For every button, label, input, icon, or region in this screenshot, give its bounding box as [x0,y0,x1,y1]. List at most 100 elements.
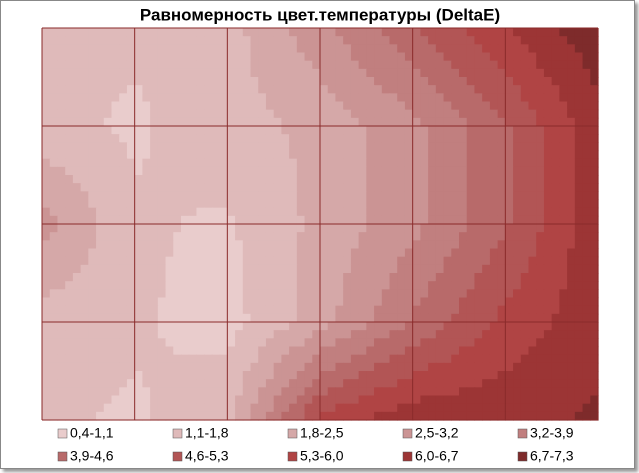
contour-cell [296,305,306,315]
contour-cell [574,166,584,176]
contour-cell [536,240,545,250]
contour-cell [420,207,429,217]
contour-cell [466,36,476,45]
contour-cell [157,256,167,266]
contour-cell [381,28,391,37]
contour-cell [57,403,66,413]
contour-cell [312,109,321,119]
contour-cell [451,346,460,356]
contour-cell [296,93,306,103]
contour-cell [235,158,244,168]
contour-cell [211,289,221,299]
contour-cell [482,28,491,37]
contour-cell [65,36,74,45]
contour-cell [173,305,182,315]
contour-cell [543,142,553,152]
contour-cell [381,60,391,70]
contour-cell [497,150,506,160]
contour-cell [528,60,537,70]
contour-cell [227,134,236,143]
contour-cell [358,232,367,241]
contour-cell [134,395,143,405]
contour-cell [435,313,445,323]
contour-cell [96,338,105,348]
contour-cell [428,362,437,372]
contour-cell [258,330,267,339]
contour-cell [381,354,391,364]
contour-cell [482,93,491,103]
contour-cell [96,387,105,397]
contour-cell [443,387,452,397]
contour-cell [227,248,236,258]
contour-cell [381,199,391,209]
contour-cell [451,322,460,331]
contour-cell [536,273,545,282]
contour-cell [250,68,259,78]
contour-cell [505,411,514,421]
contour-cell [459,166,468,176]
contour-cell [126,248,136,258]
contour-cell [42,215,51,225]
contour-cell [335,322,344,331]
contour-cell [281,395,290,405]
contour-cell [505,313,514,323]
contour-cell [582,207,591,217]
contour-cell [265,387,275,397]
contour-cell [551,256,560,266]
contour-cell [459,199,468,209]
contour-cell [181,354,190,364]
contour-cell [520,362,530,372]
contour-cell [474,354,483,364]
contour-cell [497,93,506,103]
contour-cell [49,313,59,323]
contour-cell [327,248,337,258]
contour-cell [219,85,228,94]
contour-cell [567,224,576,233]
contour-cell [289,256,298,266]
contour-cell [65,395,74,405]
contour-cell [389,44,398,54]
contour-cell [497,158,506,168]
contour-cell [103,175,113,184]
contour-cell [389,387,398,397]
contour-cell [366,207,375,217]
contour-cell [281,134,290,143]
contour-cell [520,224,530,233]
contour-cell [412,346,421,356]
contour-cell [304,36,313,45]
contour-cell [258,411,267,421]
contour-cell [150,44,159,54]
contour-cell [428,183,437,192]
contour-cell [482,199,491,209]
contour-cell [96,313,105,323]
contour-cell [574,297,584,307]
contour-cell [157,77,167,86]
contour-cell [103,215,113,225]
contour-cell [227,142,236,152]
contour-cell [397,256,406,266]
contour-cell [474,60,483,70]
contour-cell [335,264,344,274]
contour-cell [582,346,591,356]
contour-cell [181,411,190,421]
contour-cell [49,305,59,315]
contour-cell [489,403,499,413]
contour-cell [366,354,375,364]
contour-cell [520,142,530,152]
contour-cell [219,273,228,282]
contour-cell [443,371,452,380]
contour-cell [320,44,329,54]
contour-cell [374,126,383,135]
contour-cell [404,166,414,176]
contour-cell [173,68,182,78]
contour-cell [150,224,159,233]
contour-cell [381,387,391,397]
contour-cell [420,28,429,37]
contour-cell [381,322,391,331]
contour-cell [65,166,74,176]
contour-cell [551,330,560,339]
contour-cell [49,264,59,274]
contour-cell [142,379,151,388]
contour-cell [296,28,306,37]
contour-cell [265,101,275,111]
